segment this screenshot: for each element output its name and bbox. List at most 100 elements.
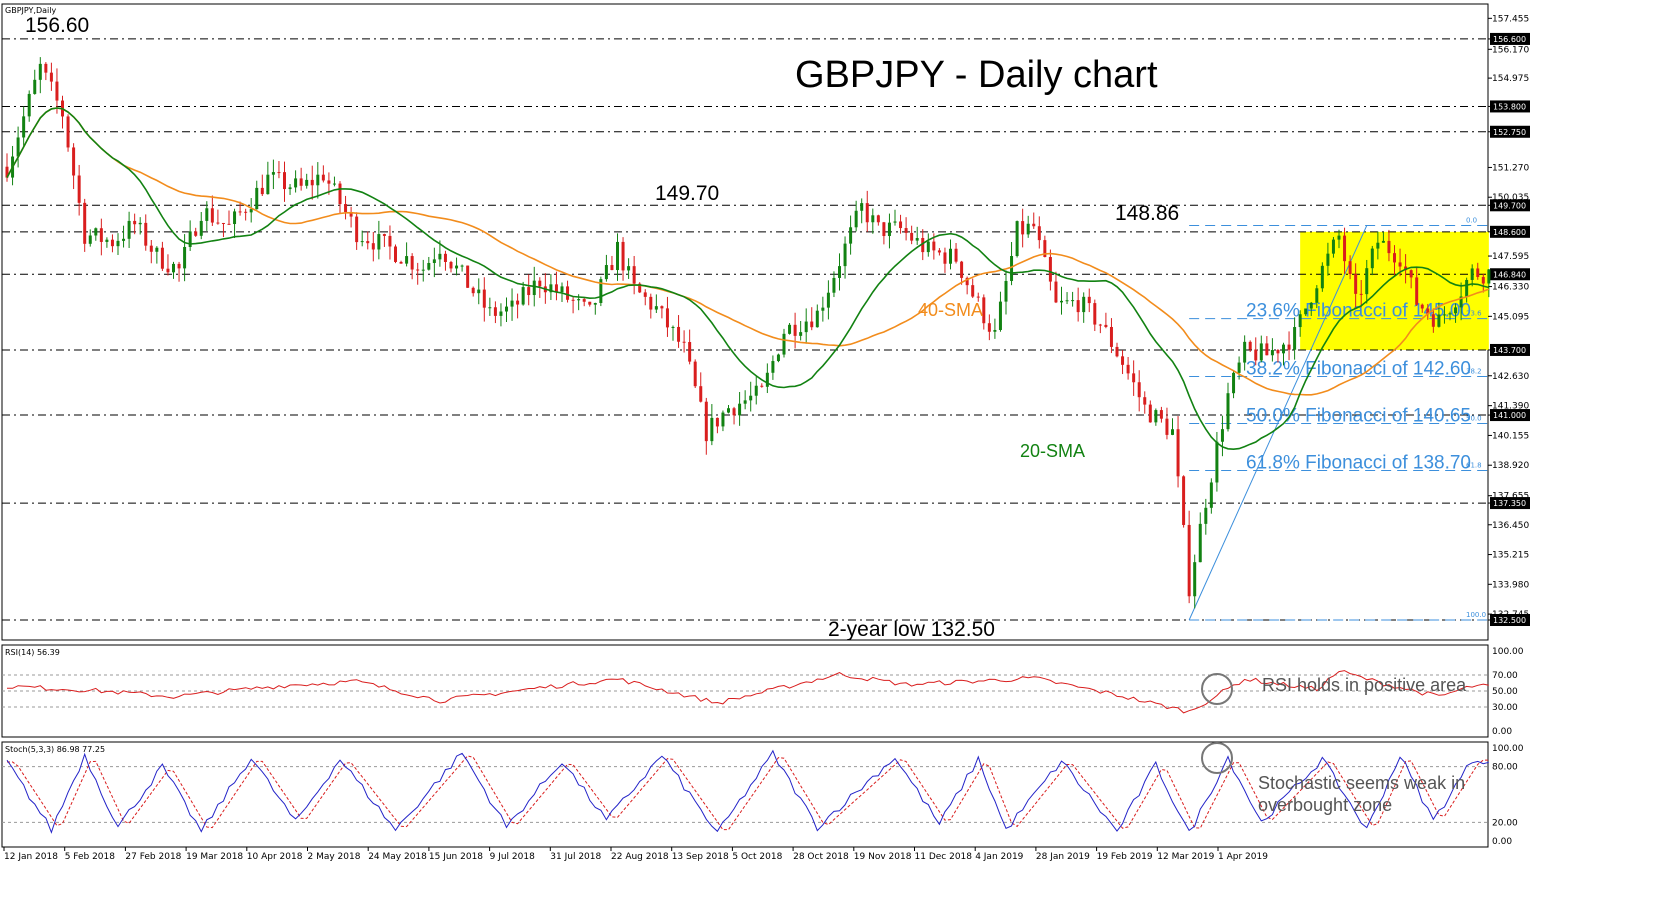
candle-body xyxy=(1209,482,1213,508)
price-tick-label: 146.330 xyxy=(1492,283,1529,293)
level-price-tag-text: 137.350 xyxy=(1493,499,1526,508)
candle-body xyxy=(88,235,92,244)
candle-body xyxy=(871,215,875,223)
candle-body xyxy=(493,307,497,316)
candle-body xyxy=(1320,265,1324,289)
candle-body xyxy=(77,175,81,203)
candle-body xyxy=(1343,235,1347,262)
level-price-tag xyxy=(1490,268,1530,281)
candle-body xyxy=(1465,279,1469,297)
candle-body xyxy=(205,208,209,221)
candle-body xyxy=(94,228,98,236)
candle-body xyxy=(1076,300,1080,313)
candle-body xyxy=(732,408,736,416)
candle-body xyxy=(782,333,786,355)
candle-body xyxy=(921,238,925,253)
candle-body xyxy=(854,210,858,228)
candle-body xyxy=(965,277,969,286)
candle-body xyxy=(216,222,220,224)
candle-body xyxy=(149,245,153,252)
candle-body xyxy=(1487,269,1491,284)
candle-body xyxy=(516,300,520,305)
candle-body xyxy=(1282,344,1285,354)
candle-body xyxy=(144,222,148,246)
candle-body xyxy=(910,232,914,241)
stoch-panel-frame xyxy=(1,741,1489,848)
candle-body xyxy=(665,308,669,328)
candle-body xyxy=(1359,293,1363,295)
rsi-tick-label: 30.00 xyxy=(1492,703,1518,713)
candle-body xyxy=(499,311,503,316)
rsi-tick-label: 100.00 xyxy=(1492,647,1524,657)
candle-body xyxy=(349,212,353,217)
candle-body xyxy=(1415,277,1419,305)
candle-body xyxy=(1304,308,1308,315)
candle-body xyxy=(1243,341,1247,363)
time-tick-label: 4 Jan 2019 xyxy=(975,852,1023,862)
candle-body xyxy=(793,324,797,336)
candle-body xyxy=(904,228,908,233)
candle-body xyxy=(22,116,26,138)
stochastic-panel: 100.00 80.00 20.00 0.00 Stoch(5,3,3) 86.98 7… xyxy=(1,741,1524,848)
candle-body xyxy=(571,299,575,301)
price-tick-label: 137.655 xyxy=(1492,492,1529,502)
price-tick-label: 136.450 xyxy=(1492,521,1529,531)
stoch-label: Stoch(5,3,3) 86.98 77.25 xyxy=(5,745,105,754)
candle-body xyxy=(1481,276,1485,284)
fibonacci-ratio-label: 61.8 xyxy=(1466,462,1482,470)
price-tick-label: 142.630 xyxy=(1492,372,1529,382)
price-panel: 157.455 156.600156.170 154.975 153.800 152.7… xyxy=(1,3,1530,641)
candle-body xyxy=(610,265,614,271)
candle-body xyxy=(1121,356,1125,365)
candle-body xyxy=(321,174,325,181)
candle-body xyxy=(305,179,309,186)
candle-body xyxy=(1331,239,1335,254)
level-price-tag xyxy=(1490,614,1530,626)
candle-body xyxy=(432,259,436,263)
high-annotation-14970: 149.70 xyxy=(655,182,719,205)
candle-body xyxy=(1165,418,1169,435)
candle-body xyxy=(954,248,958,262)
price-tick-label: 135.215 xyxy=(1492,551,1529,561)
candle-body xyxy=(1026,223,1030,235)
price-tick-label: 150.035 xyxy=(1492,193,1529,203)
candle-body xyxy=(122,238,126,241)
candle-body xyxy=(699,386,703,402)
level-price-tag xyxy=(1490,100,1530,113)
candle-body xyxy=(316,174,320,186)
candle-body xyxy=(44,63,48,73)
candle-body xyxy=(366,241,370,244)
candle-body xyxy=(488,307,492,309)
price-tick-label: 154.975 xyxy=(1492,74,1529,84)
candle-body xyxy=(1065,300,1069,302)
candle-body xyxy=(371,243,375,250)
candle-body xyxy=(838,266,841,278)
stoch-highlight-circle xyxy=(1201,742,1233,774)
candle-body xyxy=(344,204,348,213)
candle-body xyxy=(1431,314,1435,327)
candle-body xyxy=(1220,429,1224,442)
level-price-tag xyxy=(1490,497,1530,510)
candle-body xyxy=(249,209,253,213)
candle-body xyxy=(788,324,792,334)
candle-body xyxy=(749,395,753,401)
candle-body xyxy=(727,408,730,413)
candle-body xyxy=(427,262,431,270)
time-tick-label: 5 Oct 2018 xyxy=(732,852,782,862)
candle-body xyxy=(360,241,364,243)
stoch-tick-label: 100.00 xyxy=(1492,744,1524,754)
low-annotation-13250: 2-year low 132.50 xyxy=(828,618,995,641)
price-tick-label: 156.170 xyxy=(1492,45,1529,55)
level-price-tag xyxy=(1490,199,1530,212)
candle-body xyxy=(616,241,619,271)
fibonacci-ratio-label: 50.0 xyxy=(1466,414,1482,422)
candle-body xyxy=(582,299,586,302)
candle-body xyxy=(849,227,853,244)
candle-body xyxy=(677,326,681,342)
sma-20-label: 20-SMA xyxy=(1020,441,1085,461)
fibonacci-ratio-label: 0.0 xyxy=(1466,217,1477,225)
candle-body xyxy=(1126,364,1130,374)
candle-body xyxy=(721,412,725,427)
high-annotation-15660: 156.60 xyxy=(25,14,89,37)
